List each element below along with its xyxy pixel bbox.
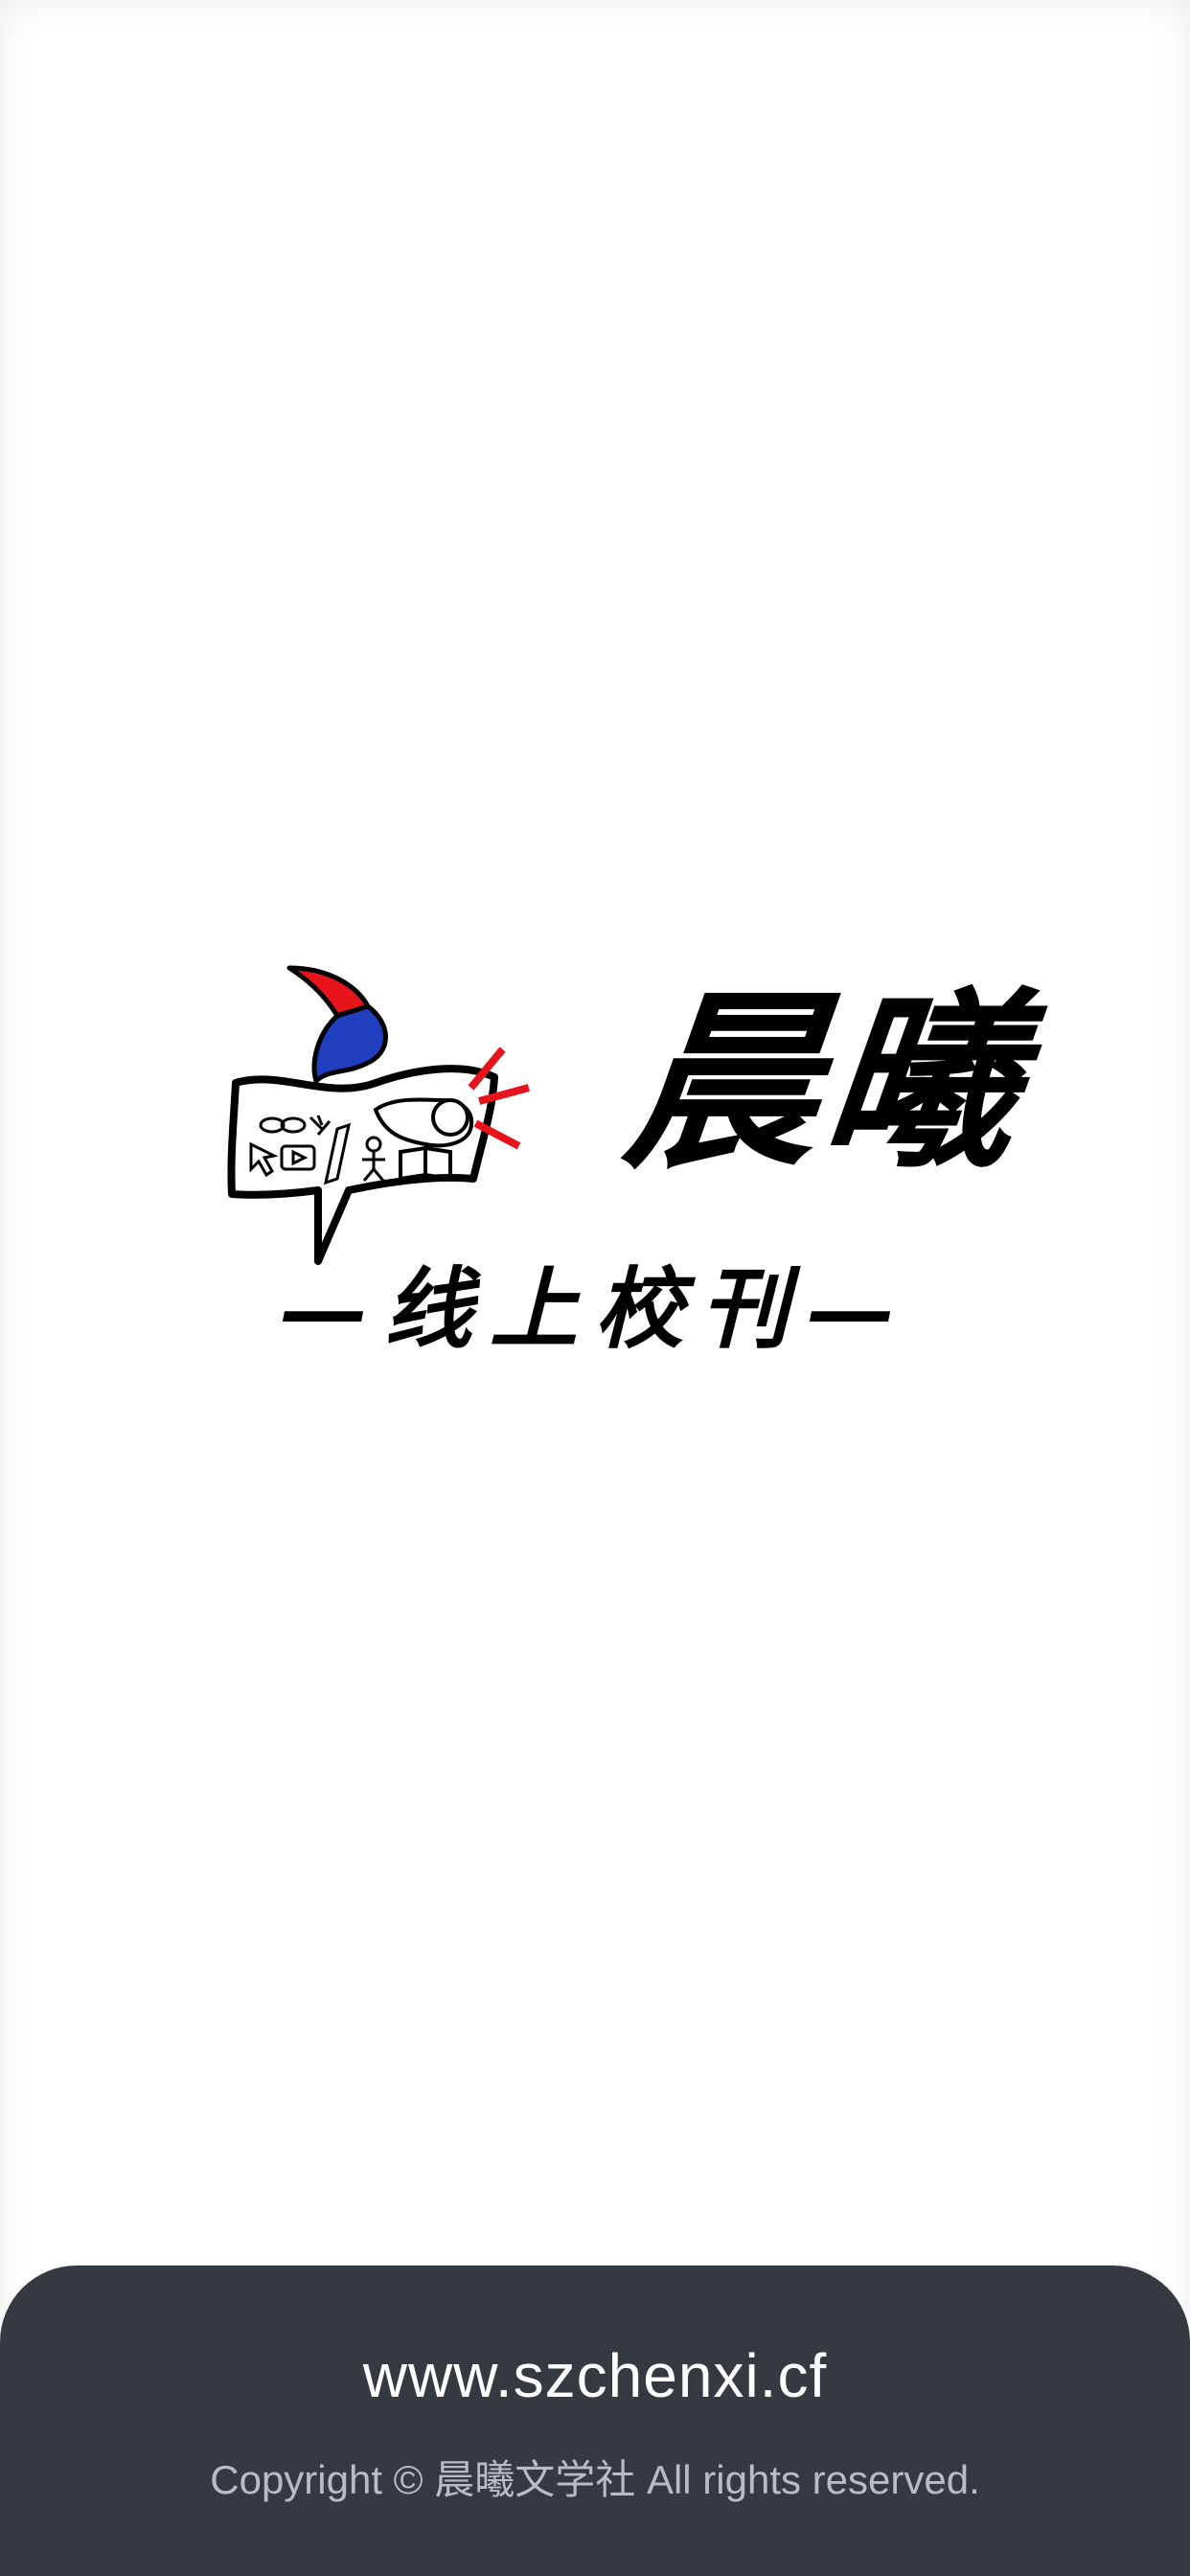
app-logo: 晨曦 —线上校刊—: [0, 949, 1190, 1380]
megaphone-mascot-icon: [227, 965, 530, 1265]
website-url[interactable]: www.szchenxi.cf: [362, 2341, 828, 2410]
brand-name: 晨曦: [615, 970, 1035, 1195]
brand-tagline: —线上校刊—: [278, 1257, 911, 1361]
copyright-text: Copyright © 晨曦文学社 All rights reserved.: [210, 2457, 980, 2502]
footer-panel: www.szchenxi.cf Copyright © 晨曦文学社 All ri…: [0, 2266, 1190, 2576]
